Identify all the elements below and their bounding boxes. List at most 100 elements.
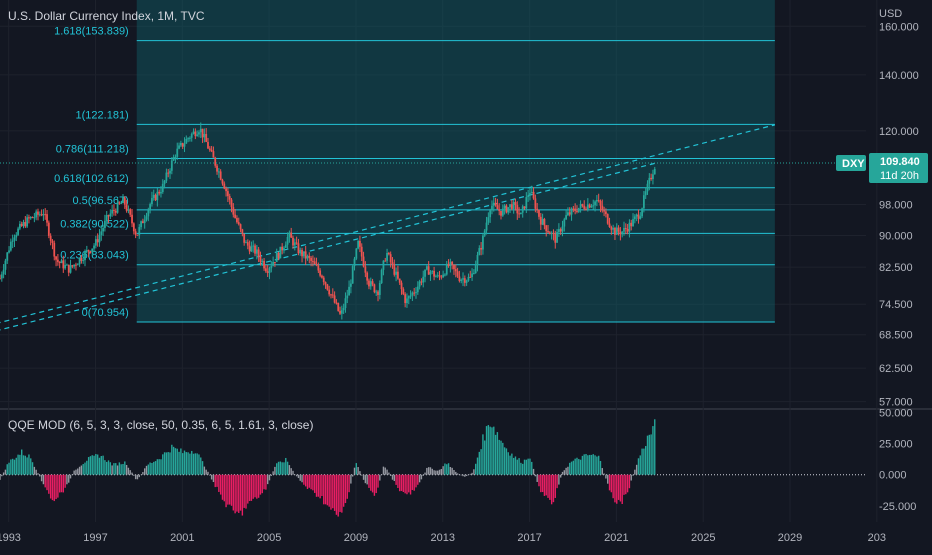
candle-body [259,256,262,262]
candle-body [330,294,332,296]
candle-body [290,232,293,238]
candle-body [576,210,578,212]
oscillator-axis-tick-label: 50.000 [879,407,913,419]
symbol-label-box [836,155,866,172]
candle-body [98,234,101,243]
candle-body [637,214,640,219]
candle-body [621,231,624,235]
candle-body [312,260,314,262]
candle-body [129,209,132,215]
candle-body [255,249,258,254]
candle-body [650,177,653,180]
candle-body [389,254,392,263]
candle-body [225,188,227,192]
candle-body [326,284,329,290]
candle-body [505,205,508,213]
time-axis-tick-label: 203 [868,532,886,544]
candle-body [425,266,428,270]
candle-body [646,183,649,192]
candle-body [623,227,625,232]
candle-body [496,205,499,210]
candle-body [143,219,146,224]
candle-body [447,263,450,267]
time-axis-tick-label: 2009 [344,532,368,544]
candle-body [386,252,388,261]
candle-body [295,242,298,244]
candle-body [530,191,533,194]
fib-retracement[interactable]: 1.618(153.839) 1(122.181) 0.786(111.218) 0.… [54,0,775,323]
candle-body [136,234,139,236]
candle-body [138,227,141,236]
candle-body [653,168,656,175]
candle-body [592,205,595,207]
candle-body [458,276,461,282]
candle-body [532,191,535,199]
candle-body [76,264,79,266]
candle-body [617,227,620,232]
candle-body [377,291,379,295]
candle-body [433,270,435,277]
candle-body [574,208,577,211]
candle-body [512,202,515,209]
candle-body [270,265,273,269]
candle-body [557,229,560,232]
candle-body [293,242,296,246]
candle-body [337,302,340,311]
candle-body [223,183,226,189]
candle-body [49,235,52,241]
price-axis-tick-label: 68.500 [879,330,913,342]
candle-body [17,228,19,235]
time-axis[interactable]: 1993 1997 2001 2005 2009 2013 2017 2021 2025 2029… [0,532,886,544]
candle-body [187,138,190,140]
candle-body [292,237,294,246]
candle-body [494,202,497,206]
candle-body [11,240,14,242]
candle-body [572,208,575,210]
candle-body [612,228,615,230]
candle-body [577,207,580,212]
candle-body [415,292,417,294]
candle-body [335,302,338,304]
candle-body [80,258,83,261]
candle-body [102,227,104,232]
candle-body [216,165,218,172]
price-axis-tick-label: 160.000 [879,21,919,33]
candle-body [93,245,95,249]
candle-body [100,231,103,235]
candle-body [266,271,269,273]
candle-body [351,266,354,284]
candle-body [324,282,327,285]
candle-body [478,248,481,255]
candle-body [615,227,618,235]
candle-body [141,221,144,224]
candle-body [642,195,645,209]
candle-body [632,219,634,227]
candle-body [167,172,170,174]
candle-body [201,128,204,138]
candle-body [319,270,322,276]
candle-body [9,241,12,251]
candle-body [297,243,300,254]
candle-body [67,264,70,273]
candle-body [279,246,282,259]
price-tag: DXY 109.840 11d 20h [0,153,928,184]
candle-body [605,211,607,215]
candle-body [22,222,25,226]
candle-body [624,227,627,230]
oscillator-axis-tick-label: -25.000 [879,501,916,513]
candle-body [402,289,405,295]
candle-body [355,248,358,259]
trendlines[interactable] [0,124,775,333]
indicator-label[interactable]: QQE MOD (6, 5, 3, 3, close, 50, 0.35, 6,… [8,418,314,432]
candle-body [491,205,493,211]
candle-body [205,133,208,142]
candle-body [131,214,133,224]
candle-body [69,265,72,273]
candle-body [469,276,472,278]
candle-body [194,131,197,137]
candle-body [393,264,396,275]
candle-body [107,215,110,217]
price-axis[interactable]: 160.000 140.000 120.000 98.000 90.000 82.500 7… [879,21,919,513]
price-label-box [869,153,928,184]
